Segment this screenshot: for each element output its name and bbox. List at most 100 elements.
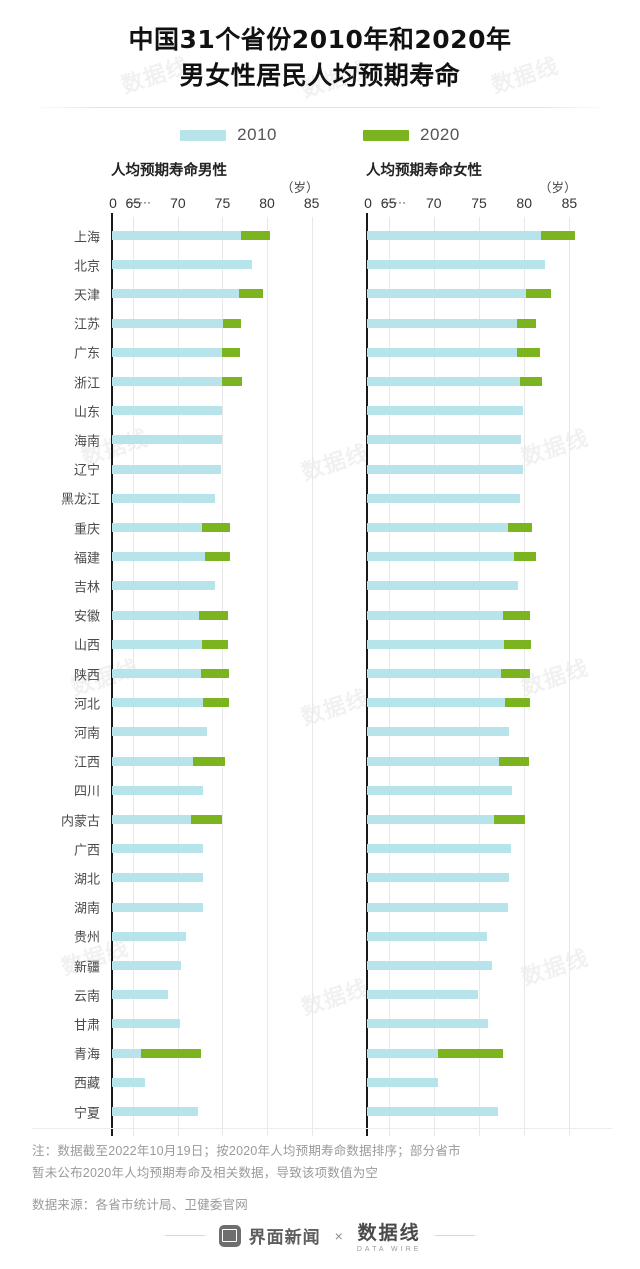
bar-2020[interactable] — [507, 523, 533, 532]
bar-row[interactable] — [111, 347, 325, 357]
bar-row[interactable] — [111, 727, 325, 737]
bar-2010[interactable] — [112, 727, 208, 737]
bar-2020[interactable] — [203, 698, 229, 708]
bar-2010[interactable] — [112, 756, 204, 766]
bar-2010[interactable] — [367, 727, 509, 737]
bar-row[interactable] — [111, 1077, 325, 1087]
bar-2010[interactable] — [367, 260, 546, 270]
bar-2010[interactable] — [367, 406, 524, 416]
bar-row[interactable] — [111, 377, 325, 386]
bar-2010[interactable] — [112, 990, 169, 1000]
bar-2010[interactable] — [367, 552, 525, 562]
bar-row[interactable] — [111, 552, 325, 562]
bar-row[interactable] — [366, 377, 583, 386]
bar-2010[interactable] — [367, 1019, 489, 1029]
bar-row[interactable] — [366, 639, 583, 649]
bar-2010[interactable] — [112, 493, 216, 503]
bar-2020[interactable] — [502, 610, 530, 620]
bar-row[interactable] — [111, 406, 325, 416]
bar-row[interactable] — [366, 815, 583, 824]
bar-row[interactable] — [366, 698, 583, 708]
bar-2010[interactable] — [367, 464, 524, 474]
bar-2010[interactable] — [112, 698, 214, 708]
bar-row[interactable] — [366, 902, 583, 912]
bar-2010[interactable] — [112, 377, 233, 386]
bar-2010[interactable] — [367, 1048, 449, 1058]
bar-row[interactable] — [366, 1107, 583, 1116]
bar-2010[interactable] — [367, 493, 520, 503]
bar-2010[interactable] — [367, 318, 528, 328]
bar-2010[interactable] — [367, 231, 552, 240]
bar-row[interactable] — [366, 289, 583, 299]
bar-row[interactable] — [366, 435, 583, 445]
bar-2020[interactable] — [517, 318, 536, 328]
bar-2020[interactable] — [222, 347, 241, 357]
bar-2020[interactable] — [140, 1048, 202, 1058]
bar-2020[interactable] — [222, 318, 242, 328]
bar-2010[interactable] — [112, 260, 252, 270]
bar-2020[interactable] — [238, 289, 264, 299]
brand-logo-datawire[interactable]: 数据线 DATA WIRE — [357, 1218, 421, 1253]
bar-row[interactable] — [366, 318, 583, 328]
bar-row[interactable] — [111, 231, 325, 240]
bar-row[interactable] — [366, 1019, 583, 1029]
bar-row[interactable] — [111, 931, 325, 941]
bar-2010[interactable] — [112, 464, 221, 474]
bar-row[interactable] — [111, 318, 325, 328]
bar-row[interactable] — [111, 902, 325, 912]
bar-2010[interactable] — [112, 815, 202, 824]
bar-2020[interactable] — [198, 610, 228, 620]
bar-2010[interactable] — [112, 785, 203, 795]
bar-2010[interactable] — [112, 1019, 180, 1029]
bar-2020[interactable] — [222, 377, 243, 386]
bar-2020[interactable] — [504, 698, 530, 708]
bar-2010[interactable] — [367, 961, 492, 970]
bar-2020[interactable] — [499, 756, 529, 766]
bar-2010[interactable] — [112, 406, 223, 416]
bar-row[interactable] — [366, 1048, 583, 1058]
bar-2010[interactable] — [112, 669, 211, 678]
bar-row[interactable] — [366, 464, 583, 474]
bar-row[interactable] — [366, 260, 583, 270]
bar-2010[interactable] — [112, 523, 212, 532]
bar-2020[interactable] — [501, 669, 530, 678]
bar-2020[interactable] — [516, 347, 540, 357]
bar-row[interactable] — [111, 873, 325, 883]
bar-row[interactable] — [111, 1107, 325, 1116]
bar-row[interactable] — [366, 961, 583, 970]
bar-2010[interactable] — [112, 318, 234, 328]
bar-2010[interactable] — [367, 698, 516, 708]
bar-row[interactable] — [111, 815, 325, 824]
bar-row[interactable] — [111, 581, 325, 591]
bar-row[interactable] — [111, 493, 325, 503]
bar-2010[interactable] — [112, 931, 186, 941]
bar-2020[interactable] — [200, 669, 229, 678]
bar-2020[interactable] — [190, 815, 223, 824]
bar-row[interactable] — [111, 756, 325, 766]
bar-2010[interactable] — [112, 1107, 199, 1116]
bar-row[interactable] — [111, 639, 325, 649]
bar-2010[interactable] — [112, 1077, 145, 1087]
bar-2010[interactable] — [112, 902, 203, 912]
bar-2010[interactable] — [112, 873, 203, 883]
bar-row[interactable] — [366, 347, 583, 357]
bar-row[interactable] — [366, 727, 583, 737]
bar-2010[interactable] — [367, 931, 488, 941]
legend-item-2020[interactable]: 2020 — [363, 125, 460, 145]
bar-2010[interactable] — [112, 581, 216, 591]
bar-2010[interactable] — [112, 844, 203, 854]
bar-row[interactable] — [111, 610, 325, 620]
bar-2010[interactable] — [367, 347, 527, 357]
bar-row[interactable] — [111, 1048, 325, 1058]
bar-2020[interactable] — [205, 552, 231, 562]
bar-row[interactable] — [366, 931, 583, 941]
legend-item-2010[interactable]: 2010 — [180, 125, 277, 145]
bar-2020[interactable] — [201, 523, 231, 532]
bar-row[interactable] — [111, 990, 325, 1000]
bar-row[interactable] — [366, 610, 583, 620]
bar-row[interactable] — [366, 523, 583, 532]
bar-2010[interactable] — [112, 347, 233, 357]
bar-2010[interactable] — [367, 639, 515, 649]
bar-2020[interactable] — [520, 377, 543, 386]
bar-row[interactable] — [366, 785, 583, 795]
